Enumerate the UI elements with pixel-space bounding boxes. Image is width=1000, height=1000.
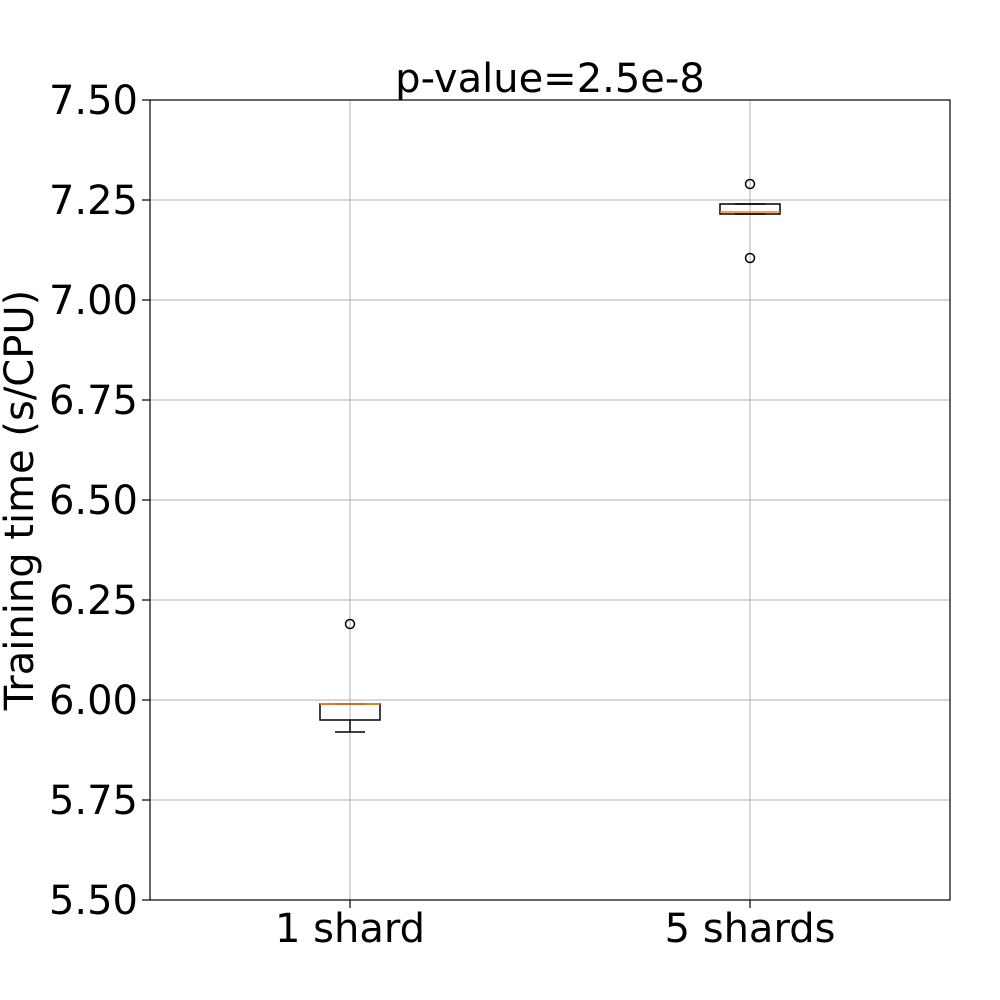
y-tick-label: 7.00	[49, 278, 138, 324]
outlier-point	[344, 618, 356, 630]
y-tick-label: 6.25	[49, 578, 138, 624]
chart-title: p-value=2.5e-8	[395, 56, 705, 102]
axis-ticks: 5.50 5.75 6.00 6.25 6.50 6.75 7.00 7.25 7.50 1 sh…	[49, 78, 835, 952]
y-tick-label: 6.50	[49, 478, 138, 524]
outlier-point	[744, 178, 756, 190]
y-tick-label: 7.25	[49, 178, 138, 224]
y-tick-label: 5.75	[49, 778, 138, 824]
y-tick-label: 6.00	[49, 678, 138, 724]
grid-lines	[150, 99, 950, 901]
box-iqr	[719, 203, 781, 215]
y-axis-label: Training time (s/CPU)	[0, 290, 43, 712]
outlier-point	[744, 252, 756, 264]
y-tick-label: 7.50	[49, 78, 138, 124]
box-group	[319, 618, 381, 733]
y-tick-label: 5.50	[49, 878, 138, 924]
box-plot-marks	[319, 178, 781, 733]
y-tick-label: 6.75	[49, 378, 138, 424]
x-tick-label: 1 shard	[275, 906, 425, 952]
box-group	[719, 178, 781, 264]
x-tick-label: 5 shards	[665, 906, 836, 952]
